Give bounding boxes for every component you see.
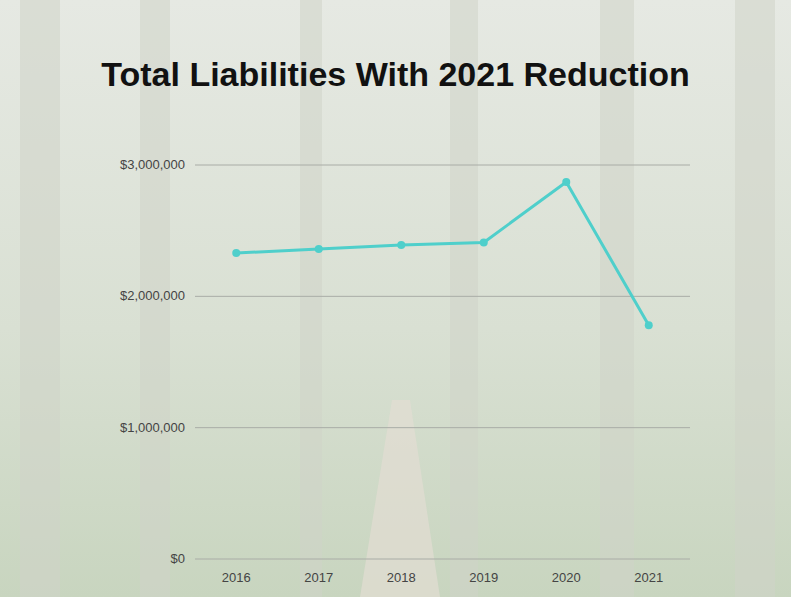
y-tick-label: $0 [171,551,185,566]
background-trunk [735,0,775,597]
data-point[interactable] [397,241,405,249]
data-point[interactable] [645,321,653,329]
data-line [236,182,649,325]
x-tick-label: 2016 [222,570,251,585]
x-tick-label: 2018 [387,570,416,585]
chart-svg: Total Liabilities With 2021 Reduction $0 $… [0,0,791,597]
background-trunk [20,0,60,597]
data-point[interactable] [315,245,323,253]
grid-line [195,559,690,560]
grid-line [195,427,690,428]
chart-title: Total Liabilities With 2021 Reduction [101,55,689,93]
x-tick-label: 2020 [552,570,581,585]
background-path [360,400,440,597]
data-point[interactable] [232,249,240,257]
chart-container: Total Liabilities With 2021 Reduction $0 $… [0,0,791,597]
y-tick-label: $2,000,000 [120,288,185,303]
background [0,0,791,597]
x-tick-label: 2019 [469,570,498,585]
y-tick-label: $1,000,000 [120,420,185,435]
y-tick-label: $3,000,000 [120,157,185,172]
grid-line [195,165,690,166]
grid-line [195,296,690,297]
data-point[interactable] [562,178,570,186]
data-point[interactable] [480,238,488,246]
x-tick-label: 2017 [304,570,333,585]
plot-area [232,178,653,329]
x-tick-label: 2021 [634,570,663,585]
